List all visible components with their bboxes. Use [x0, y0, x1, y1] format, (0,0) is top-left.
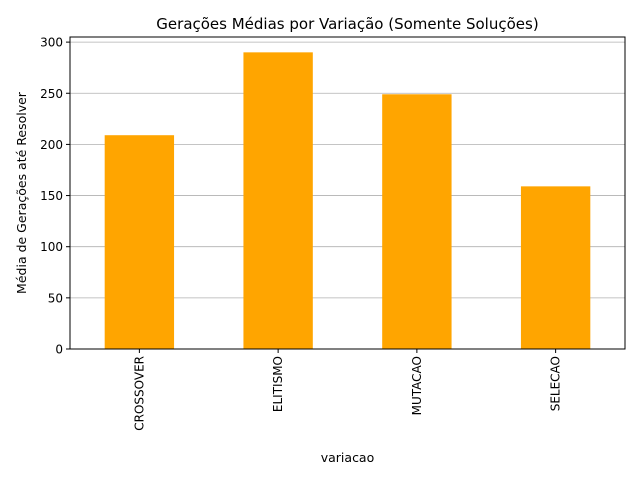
- bar-crossover: [104, 135, 175, 349]
- y-axis-label: Média de Gerações até Resolver: [14, 91, 29, 294]
- bar-layer: [104, 52, 591, 349]
- y-tick-label: 150: [40, 189, 63, 203]
- x-tick-label: SELECAO: [549, 356, 563, 411]
- y-tick-label: 50: [48, 291, 63, 305]
- y-tick-label: 100: [40, 240, 63, 254]
- plot-frame: [69, 36, 626, 350]
- x-tick-label: ELITISMO: [271, 356, 285, 412]
- y-tick-label: 300: [40, 36, 63, 50]
- y-tick-layer: 0 50 100 150 200 250 300: [40, 36, 70, 357]
- y-tick-label: 250: [40, 87, 63, 101]
- bar-elitismo: [243, 52, 313, 349]
- x-tick-label: CROSSOVER: [132, 356, 146, 431]
- x-tick-label: MUTACAO: [410, 356, 424, 415]
- x-tick-layer: CROSSOVER ELITISMO MUTACAO SELECAO: [132, 349, 563, 431]
- y-tick-label: 200: [40, 138, 63, 152]
- x-axis-label: variacao: [321, 450, 375, 465]
- chart-title: Gerações Médias por Variação (Somente So…: [156, 15, 538, 33]
- bar-selecao: [520, 186, 591, 349]
- bar-mutacao: [382, 94, 452, 349]
- y-tick-label: 0: [55, 343, 63, 357]
- axis-layer: [69, 36, 626, 350]
